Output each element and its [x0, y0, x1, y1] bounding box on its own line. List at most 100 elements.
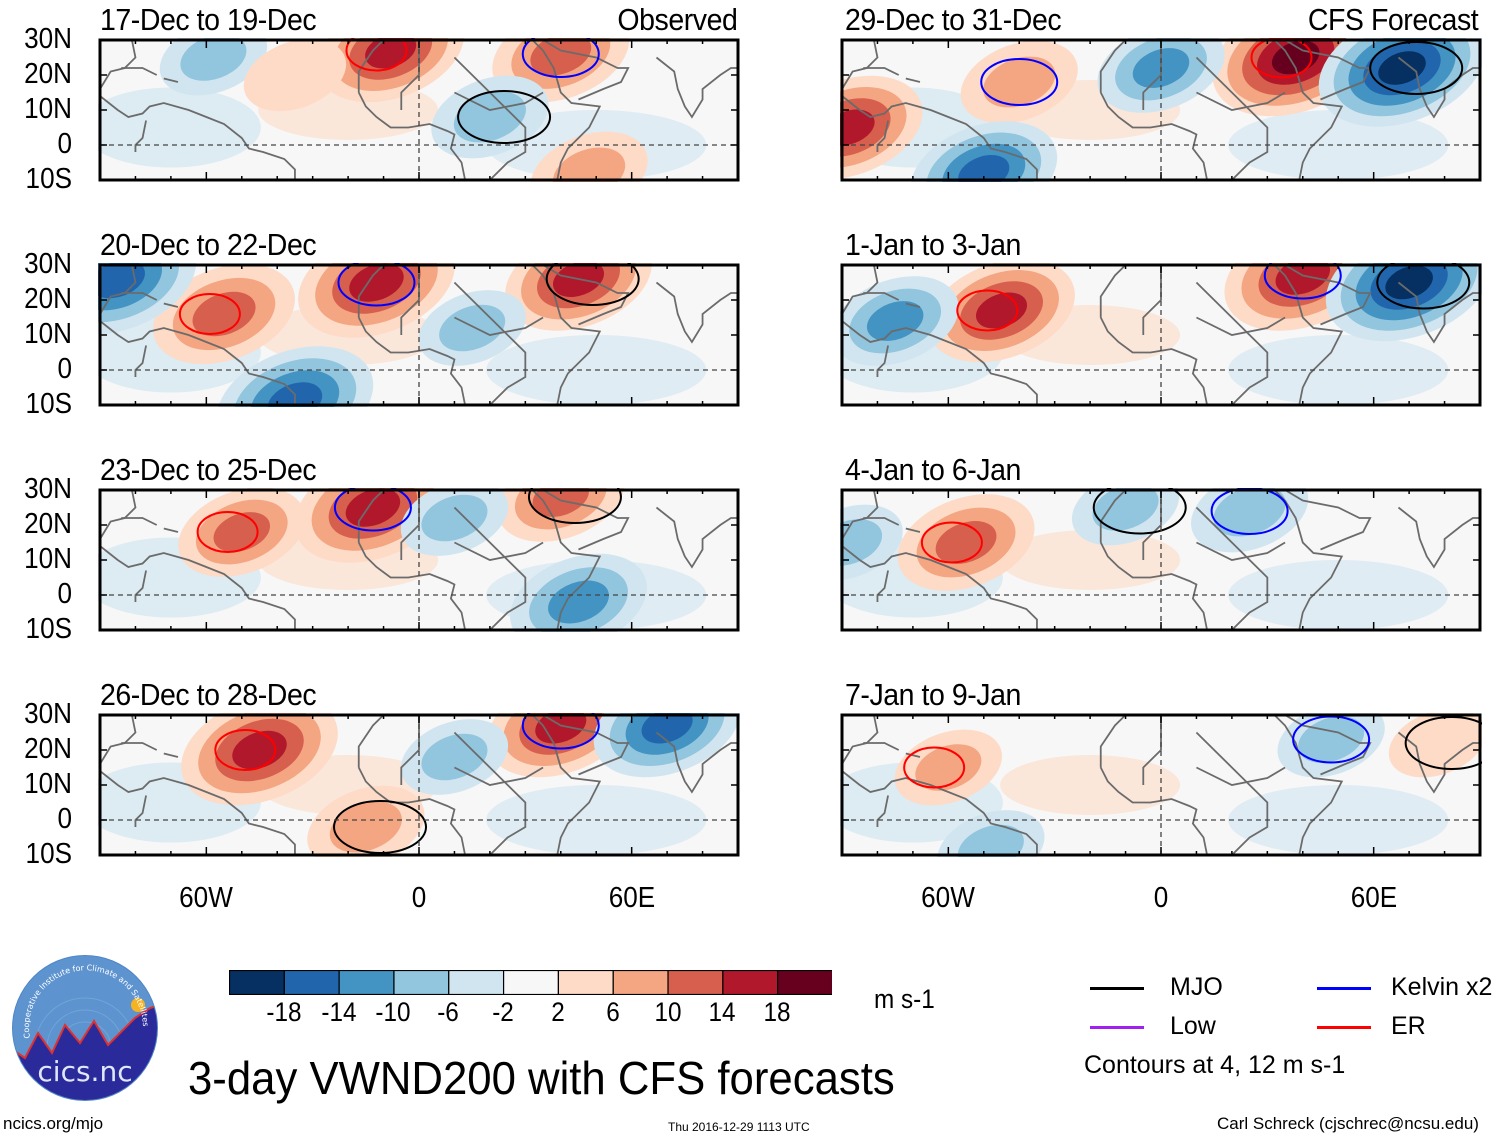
- anomaly-blob: [983, 56, 1056, 108]
- coastline: [163, 302, 179, 308]
- colorbar-tick-label: 2: [551, 997, 565, 1027]
- anomaly-blob: [958, 154, 1010, 182]
- anomaly-blob: [453, 91, 526, 143]
- coastline: [905, 77, 921, 83]
- y-tick-label: 0: [57, 803, 72, 835]
- anomaly-blob: [192, 291, 256, 337]
- coastline: [841, 320, 1038, 405]
- wave-contour: [1250, 38, 1313, 79]
- anomaly-blob: [180, 38, 247, 81]
- map-panel: [840, 488, 1482, 632]
- coastline: [99, 545, 296, 630]
- column-label-forecast: CFS Forecast: [1307, 2, 1479, 37]
- coastline: [1196, 91, 1286, 111]
- coastline: [357, 264, 385, 318]
- coastline: [1195, 731, 1269, 856]
- panel-title: 7-Jan to 9-Jan: [845, 677, 1021, 712]
- wave-contour: [178, 293, 241, 335]
- coastline: [454, 316, 544, 336]
- coastline: [121, 742, 158, 751]
- footer-url[interactable]: ncics.org/mjo: [3, 1114, 104, 1133]
- coastline: [876, 120, 889, 152]
- anomaly-blob: [935, 521, 997, 564]
- colorbar-tick-label: 6: [605, 997, 620, 1027]
- legend-label-low: Low: [1170, 1012, 1216, 1040]
- anomaly-blob: [213, 512, 271, 552]
- coastline: [1142, 265, 1162, 335]
- colorbar-swatch: [502, 969, 560, 996]
- coastline: [655, 506, 738, 569]
- anomaly-blob: [1213, 488, 1286, 537]
- coastline: [1195, 281, 1269, 406]
- panel-title: 23-Dec to 25-Dec: [100, 452, 317, 487]
- y-tick-label: 10S: [25, 613, 73, 645]
- anomaly-blob: [840, 109, 875, 146]
- coastline: [876, 345, 889, 377]
- coastline: [841, 95, 1038, 180]
- coastline: [400, 715, 420, 785]
- coastline: [163, 77, 179, 83]
- anomaly-blob: [553, 147, 626, 182]
- y-tick-label: 30N: [24, 473, 72, 505]
- footer-timestamp: Thu 2016-12-29 1113 UTC: [668, 1120, 810, 1134]
- coastline: [1099, 317, 1208, 406]
- y-tick-label: 30N: [24, 698, 72, 730]
- anomaly-field: [98, 87, 261, 168]
- coastline: [121, 517, 158, 526]
- y-tick-label: 20N: [24, 733, 72, 765]
- wave-contour: [214, 729, 277, 771]
- coastline: [1196, 766, 1286, 786]
- coastline: [542, 714, 630, 776]
- x-tick-label: 60W: [179, 882, 234, 914]
- coastline: [1099, 489, 1127, 543]
- anomaly-blob: [232, 730, 287, 770]
- coastline: [121, 67, 158, 76]
- y-tick-label: 0: [57, 578, 72, 610]
- map-panel: [98, 488, 740, 632]
- y-tick-label: 10S: [25, 838, 73, 870]
- coastline: [357, 714, 385, 768]
- colorbar-tick-label: 18: [763, 997, 791, 1027]
- panel-title: 26-Dec to 28-Dec: [100, 677, 317, 712]
- coastline: [863, 517, 900, 526]
- wave-contour: [980, 58, 1059, 106]
- wave-contour: [333, 488, 412, 532]
- legend-line-mjo: [1090, 987, 1144, 990]
- colorbar-swatch: [228, 969, 285, 996]
- y-tick-label: 10S: [25, 163, 73, 195]
- coastline: [905, 527, 921, 533]
- anomaly-blob: [349, 263, 404, 302]
- coastline: [531, 714, 602, 856]
- colorbar-tick-label: 14: [708, 997, 736, 1027]
- coastline: [1099, 767, 1208, 856]
- coastline: [454, 541, 544, 561]
- coastline: [1273, 489, 1344, 631]
- y-tick-label: 10N: [24, 93, 72, 125]
- wave-contour: [1404, 716, 1482, 770]
- anomaly-blob: [840, 519, 883, 566]
- y-tick-label: 30N: [24, 248, 72, 280]
- coastline: [357, 39, 385, 93]
- wave-contour: [920, 521, 983, 564]
- coastline: [1099, 39, 1127, 93]
- wave-contour: [545, 263, 640, 306]
- coastline: [400, 490, 420, 560]
- coastline: [1195, 56, 1269, 181]
- legend-label-mjo: MJO: [1170, 973, 1223, 1001]
- anomaly-field: [1000, 755, 1181, 815]
- colorbar-unit: m s-1: [874, 984, 935, 1014]
- map-panel: [840, 38, 1482, 182]
- coastline: [1273, 39, 1344, 181]
- wave-contour: [903, 746, 966, 789]
- y-tick-label: 0: [57, 353, 72, 385]
- anomaly-blob: [345, 488, 401, 527]
- anomaly-blob: [421, 494, 488, 542]
- coastline: [1099, 542, 1208, 631]
- colorbar-tick-label: 10: [654, 997, 682, 1027]
- coastline: [163, 752, 179, 758]
- coastline: [357, 317, 466, 406]
- anomaly-blob: [915, 744, 982, 791]
- legend-line-low: [1090, 1026, 1144, 1029]
- y-tick-label: 20N: [24, 58, 72, 90]
- coastline: [1196, 541, 1286, 561]
